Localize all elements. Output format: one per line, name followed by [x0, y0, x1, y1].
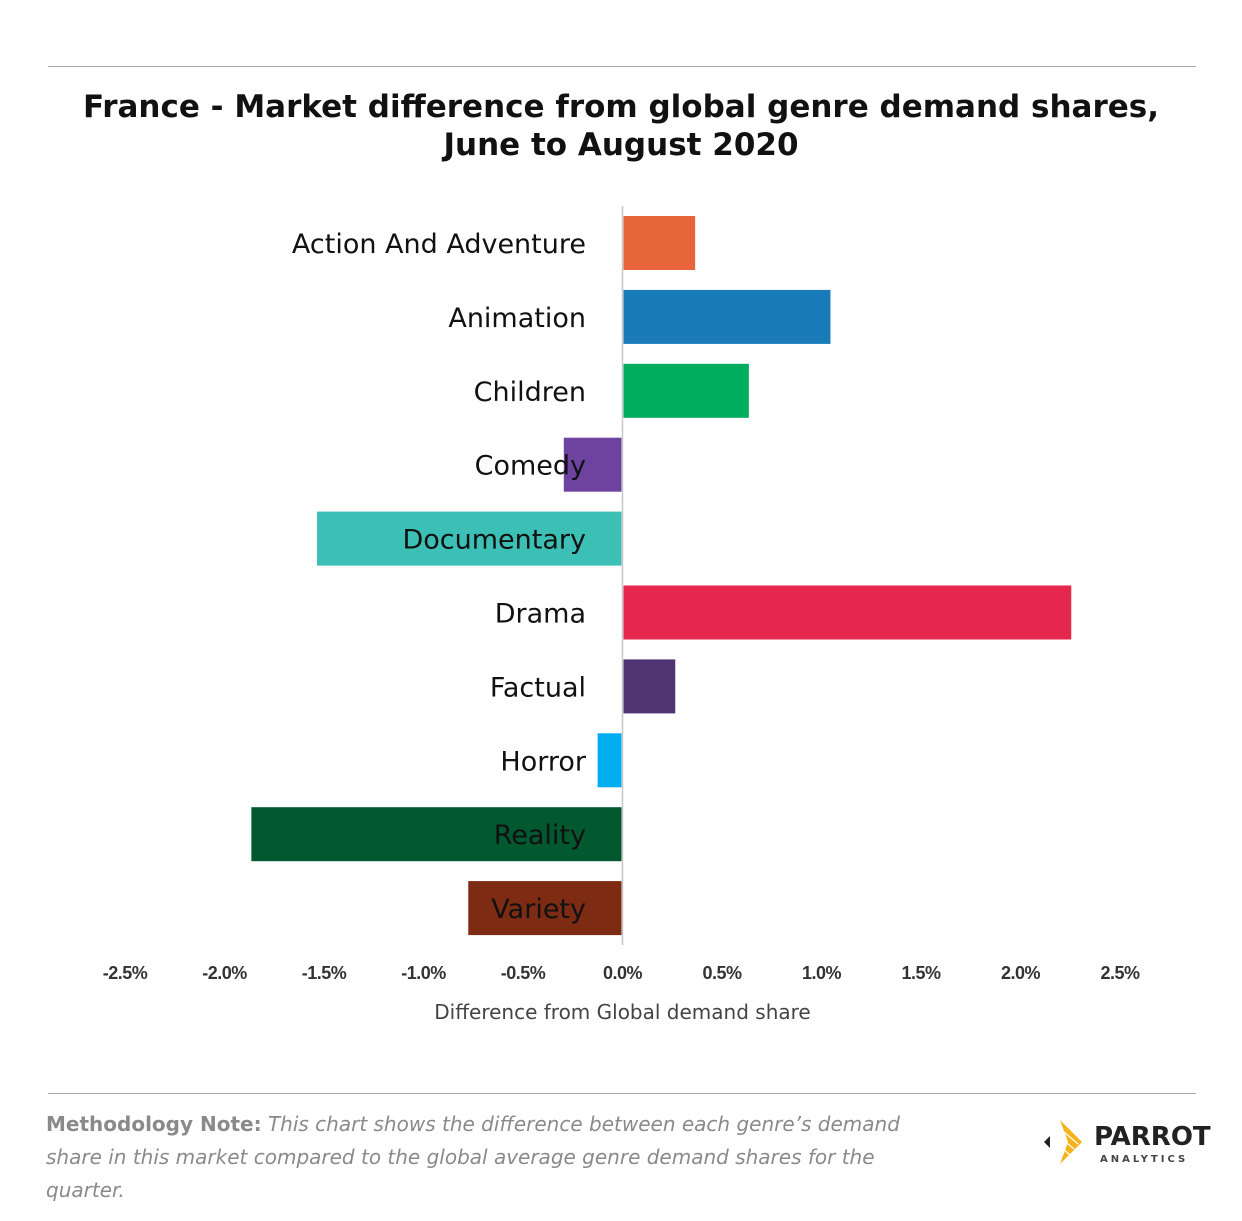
category-label-horror: Horror: [500, 746, 586, 777]
x-tick-label: 0.5%: [702, 963, 742, 983]
category-label-reality: Reality: [494, 820, 586, 851]
x-tick-label: -1.5%: [302, 963, 347, 983]
methodology-body: This chart shows the difference between …: [46, 1112, 900, 1202]
bar-documentary: [317, 511, 622, 566]
bar-action-and-adventure: [623, 216, 696, 270]
x-tick-label: 0.0%: [603, 963, 643, 983]
chart-title-line-1: France - Market difference from global g…: [83, 89, 1159, 125]
methodology-lead: Methodology Note:: [46, 1112, 262, 1136]
x-tick-label: 2.0%: [1001, 963, 1041, 983]
bar-comedy: [563, 437, 622, 492]
bar-chart: Action And Adventure Animation Children Com…: [103, 206, 1141, 1024]
category-label-variety: Variety: [491, 894, 586, 925]
x-tick-label: 1.0%: [802, 963, 842, 983]
methodology-note: Methodology Note: This chart shows the d…: [46, 1108, 926, 1207]
category-label-animation: Animation: [448, 303, 586, 334]
logo-subtitle: ANALYTICS: [1100, 1154, 1189, 1165]
bar-factual: [623, 659, 676, 714]
category-labels-group: Action And Adventure Animation Children Com…: [292, 229, 587, 925]
x-tick-label: -2.0%: [202, 963, 247, 983]
chart-title: France - Market difference from global g…: [0, 88, 1242, 164]
bottom-rule: [48, 1093, 1196, 1094]
category-label-documentary: Documentary: [402, 525, 586, 556]
category-label-comedy: Comedy: [475, 451, 586, 482]
parrot-analytics-logo: PARROT ANALYTICS: [1040, 1118, 1211, 1168]
category-label-factual: Factual: [490, 672, 586, 703]
bar-drama: [623, 585, 1072, 640]
bar-children: [623, 363, 749, 418]
x-tick-label: -1.0%: [401, 963, 446, 983]
x-axis-title: Difference from Global demand share: [434, 1000, 810, 1024]
chart-title-line-2: June to August 2020: [443, 127, 799, 163]
x-tick-label: -0.5%: [501, 963, 546, 983]
category-label-children: Children: [474, 377, 586, 408]
top-rule: [48, 66, 1196, 67]
bar-variety: [468, 881, 622, 936]
bars-group: [251, 216, 1072, 936]
x-tick-label: 2.5%: [1100, 963, 1140, 983]
parrot-logo-icon: [1044, 1120, 1082, 1164]
bar-reality: [251, 807, 622, 862]
category-label-drama: Drama: [495, 599, 586, 630]
logo-wordmark: PARROT: [1094, 1122, 1211, 1152]
x-tick-label: -2.5%: [103, 963, 148, 983]
bar-animation: [623, 289, 831, 344]
x-tick-labels-group: -2.5% -2.0% -1.5% -1.0% -0.5% 0.0% 0.5% 1.0% 1.5…: [103, 963, 1141, 983]
category-label-action-and-adventure: Action And Adventure: [292, 229, 586, 260]
bar-horror: [597, 733, 622, 788]
x-tick-label: 1.5%: [901, 963, 941, 983]
